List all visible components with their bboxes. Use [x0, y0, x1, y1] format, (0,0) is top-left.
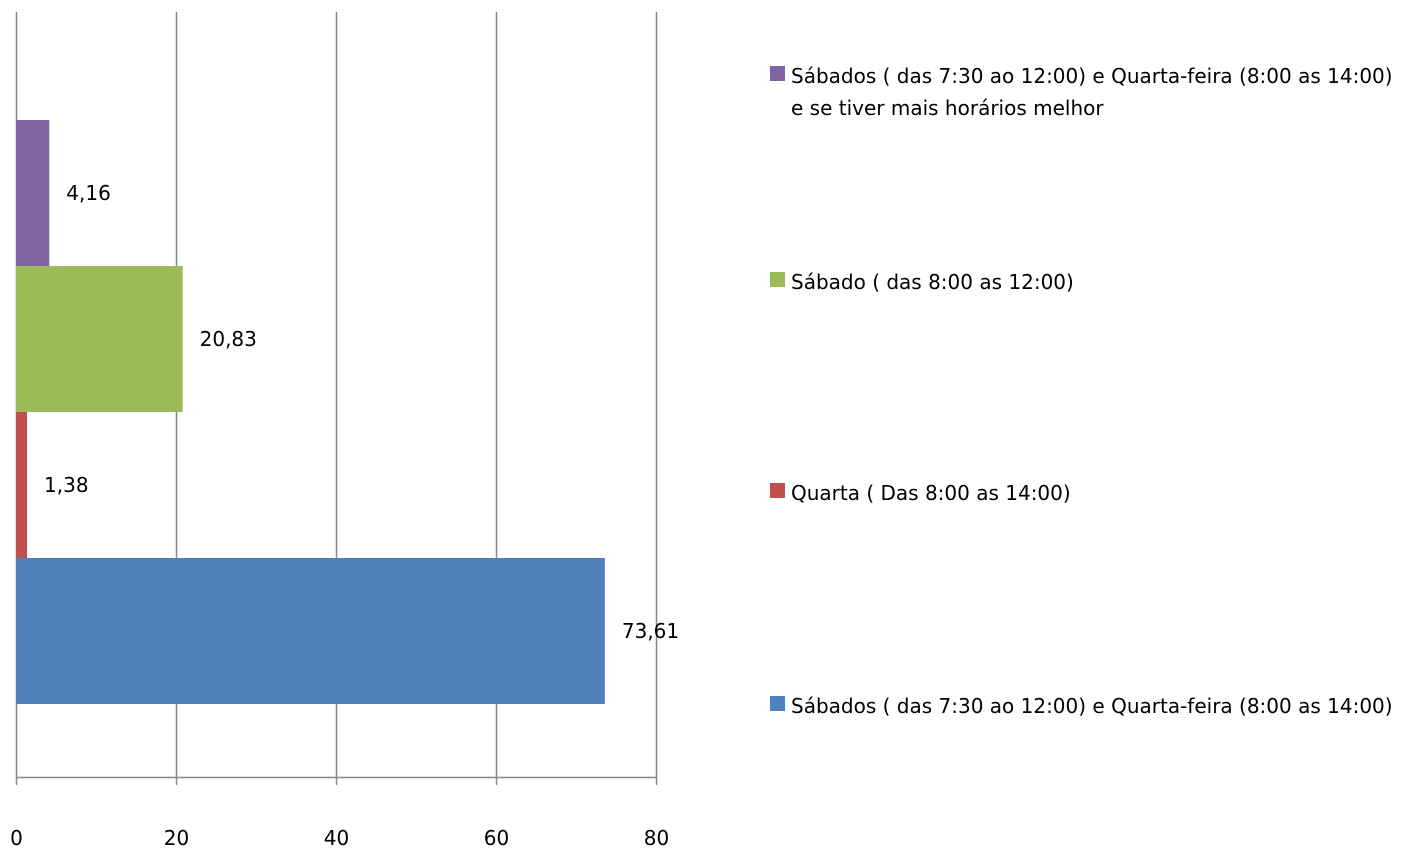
bar-series-3 [16, 266, 183, 412]
x-tick-label-0: 0 [10, 826, 23, 850]
data-label-series-1: 73,61 [622, 619, 679, 643]
legend-item-series-4: Sábados ( das 7:30 ao 12:00) e Quarta-fe… [770, 60, 1400, 124]
data-label-series-4: 4,16 [66, 181, 111, 205]
legend-label-series-1: Sábados ( das 7:30 ao 12:00) e Quarta-fe… [791, 694, 1393, 718]
data-labels: 73,61 1,38 20,83 4,16 [44, 181, 679, 643]
legend-swatch-series-4 [770, 66, 785, 81]
x-axis: 0 20 40 60 80 [10, 776, 669, 850]
legend-item-series-1: Sábados ( das 7:30 ao 12:00) e Quarta-fe… [770, 690, 1400, 722]
bar-series-4 [16, 120, 50, 266]
legend-label-series-2: Quarta ( Das 8:00 as 14:00) [791, 481, 1071, 505]
bar-chart: 73,61 1,38 20,83 4,16 0 20 40 60 80 [10, 12, 679, 850]
data-label-series-2: 1,38 [44, 473, 89, 497]
x-tick-label-20: 20 [164, 826, 189, 850]
bar-series-2 [16, 412, 28, 558]
x-tick-label-80: 80 [644, 826, 669, 850]
bars [16, 120, 605, 704]
bar-series-1 [16, 558, 605, 704]
legend-swatch-series-2 [770, 483, 785, 498]
x-tick-label-40: 40 [324, 826, 349, 850]
x-tick-label-60: 60 [484, 826, 509, 850]
legend-swatch-series-1 [770, 696, 785, 711]
legend: Sábados ( das 7:30 ao 12:00) e Quarta-fe… [770, 0, 1400, 860]
data-label-series-3: 20,83 [200, 327, 257, 351]
legend-item-series-3: Sábado ( das 8:00 as 12:00) [770, 266, 1400, 298]
legend-item-series-2: Quarta ( Das 8:00 as 14:00) [770, 477, 1400, 509]
legend-swatch-series-3 [770, 272, 785, 287]
legend-label-series-3: Sábado ( das 8:00 as 12:00) [791, 270, 1074, 294]
legend-label-series-4: Sábados ( das 7:30 ao 12:00) e Quarta-fe… [791, 64, 1393, 120]
